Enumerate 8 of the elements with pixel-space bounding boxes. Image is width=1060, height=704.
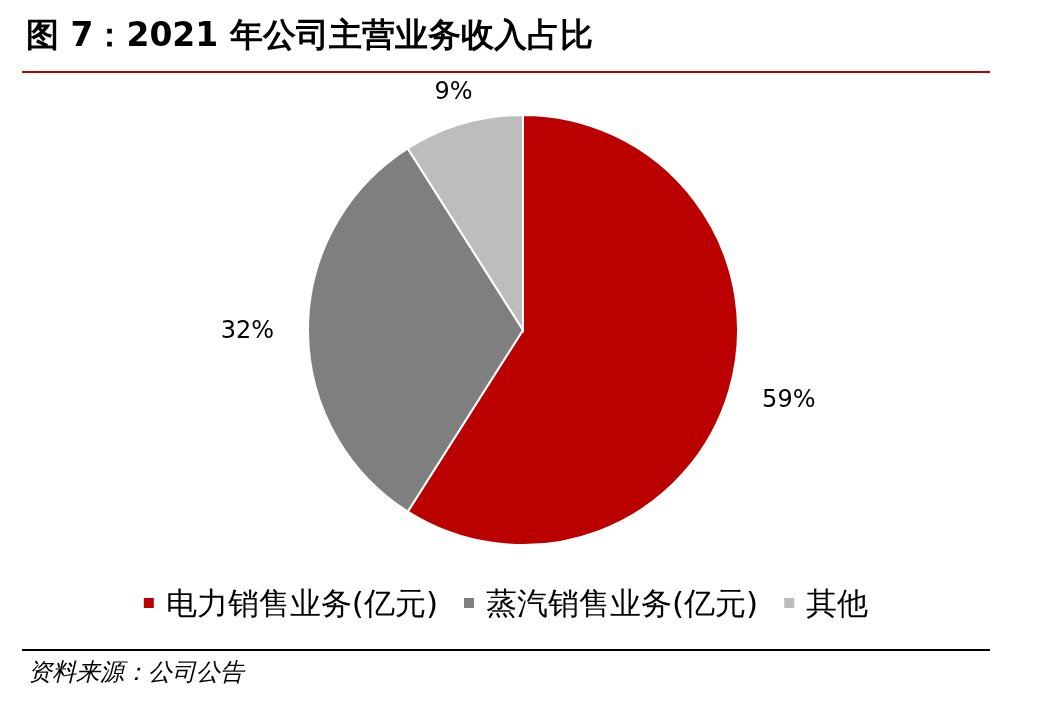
data-label: 59% (762, 385, 816, 414)
legend-label: 蒸汽销售业务(亿元) (486, 585, 759, 621)
legend-label: 其他 (806, 585, 869, 621)
data-label: 9% (434, 76, 473, 105)
text: 资料来源：公司公告 (28, 658, 246, 686)
data-label: 32% (220, 316, 274, 344)
chart-title: 图 7：2021 年公司主营业务收入占比 (26, 15, 593, 54)
legend-label: 电力销售业务(亿元) (165, 585, 438, 621)
